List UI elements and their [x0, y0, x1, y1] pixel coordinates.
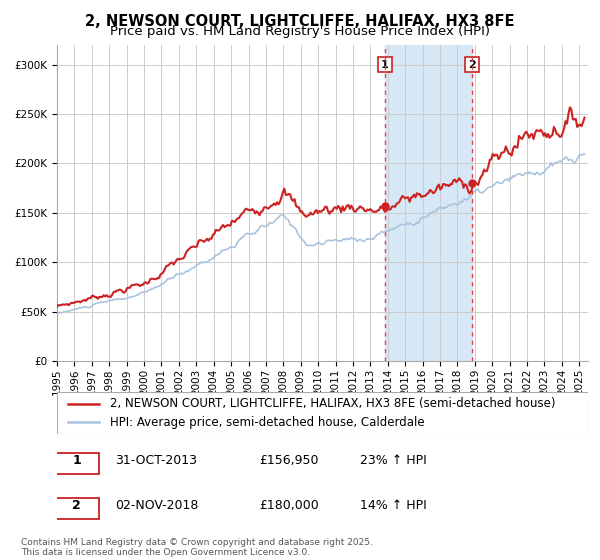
Text: 02-NOV-2018: 02-NOV-2018 [115, 499, 199, 512]
Text: £180,000: £180,000 [259, 499, 319, 512]
Text: 31-OCT-2013: 31-OCT-2013 [115, 454, 197, 467]
Text: 14% ↑ HPI: 14% ↑ HPI [359, 499, 427, 512]
Text: Contains HM Land Registry data © Crown copyright and database right 2025.
This d: Contains HM Land Registry data © Crown c… [21, 538, 373, 557]
FancyBboxPatch shape [55, 453, 100, 474]
Text: 2: 2 [72, 499, 81, 512]
Text: 2, NEWSON COURT, LIGHTCLIFFE, HALIFAX, HX3 8FE (semi-detached house): 2, NEWSON COURT, LIGHTCLIFFE, HALIFAX, H… [110, 397, 556, 410]
Text: 1: 1 [381, 59, 389, 69]
Text: Price paid vs. HM Land Registry's House Price Index (HPI): Price paid vs. HM Land Registry's House … [110, 25, 490, 38]
Text: 2: 2 [468, 59, 476, 69]
FancyBboxPatch shape [55, 498, 100, 519]
Bar [385, 45, 472, 361]
Text: 23% ↑ HPI: 23% ↑ HPI [359, 454, 427, 467]
Text: 2, NEWSON COURT, LIGHTCLIFFE, HALIFAX, HX3 8FE: 2, NEWSON COURT, LIGHTCLIFFE, HALIFAX, H… [85, 14, 515, 29]
Text: HPI: Average price, semi-detached house, Calderdale: HPI: Average price, semi-detached house,… [110, 416, 425, 429]
Text: 1: 1 [72, 454, 81, 467]
Text: £156,950: £156,950 [259, 454, 318, 467]
